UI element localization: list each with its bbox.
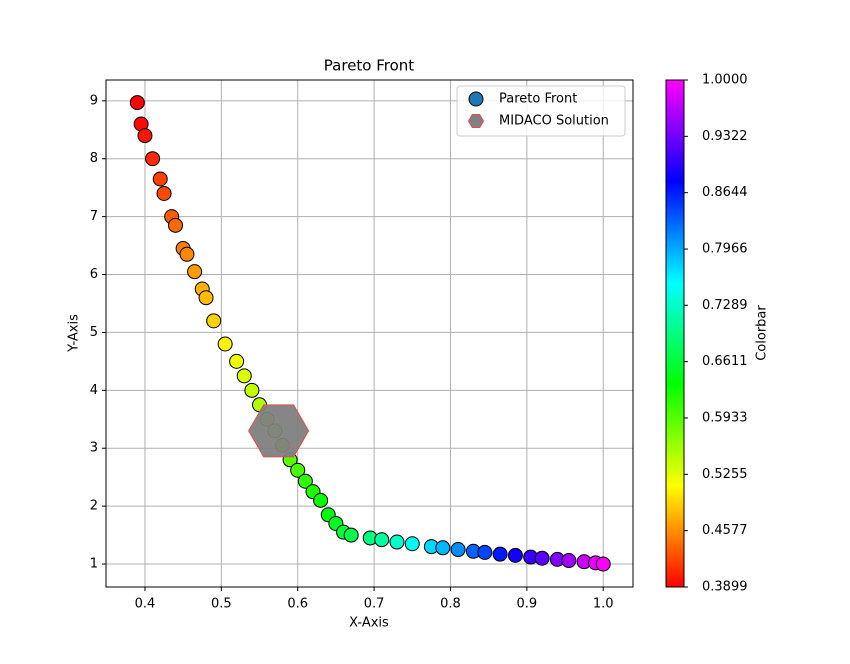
legend-marker [467, 114, 485, 128]
pareto-point [152, 171, 168, 187]
colorbar-tick-label: 0.8644 [702, 185, 748, 200]
y-tick-label: 7 [90, 209, 98, 224]
colorbar-tick-label: 0.3899 [702, 580, 748, 595]
y-axis-label: Y-Axis [67, 314, 82, 353]
plot-frame [105, 79, 634, 588]
pareto-point [492, 546, 508, 562]
legend-label: MIDACO Solution [499, 114, 609, 129]
x-tick-label: 0.8 [440, 597, 461, 612]
pareto-point [156, 185, 172, 201]
colorbar [665, 79, 685, 588]
y-tick-label: 8 [90, 151, 98, 166]
y-tick-label: 1 [90, 557, 98, 572]
x-axis-label: X-Axis [349, 616, 389, 631]
x-tick-label: 0.4 [135, 597, 156, 612]
y-tick-label: 9 [90, 93, 98, 108]
y-tick-label: 4 [90, 383, 98, 398]
pareto-point [206, 313, 222, 329]
pareto-point [229, 353, 245, 369]
colorbar-tick-label: 0.5933 [702, 410, 748, 425]
pareto-point [168, 217, 184, 233]
x-tick-label: 0.6 [287, 597, 308, 612]
legend-marker [468, 91, 484, 107]
pareto-point [435, 540, 451, 556]
y-tick-label: 6 [90, 267, 98, 282]
pareto-point [297, 473, 313, 489]
colorbar-tick-label: 0.4577 [702, 523, 748, 538]
chart-title: Pareto Front [324, 57, 415, 75]
y-tick-label: 2 [90, 499, 98, 514]
pareto-point [145, 151, 161, 167]
colorbar-tick-label: 0.7289 [702, 298, 748, 313]
midaco-solution [248, 404, 310, 458]
pareto-point [187, 264, 203, 280]
colorbar-tick-label: 0.5255 [702, 467, 748, 482]
x-tick-label: 0.9 [516, 597, 537, 612]
pareto-point [477, 544, 493, 560]
pareto-point [374, 532, 390, 548]
colorbar-label: Colorbar [755, 305, 770, 361]
pareto-point [389, 534, 405, 550]
pareto-point [198, 290, 214, 306]
colorbar-tick-label: 0.6611 [702, 354, 748, 369]
pareto-point [450, 542, 466, 558]
colorbar-tick-label: 1.0000 [702, 73, 748, 88]
x-tick-label: 0.5 [211, 597, 232, 612]
pareto-point [343, 527, 359, 543]
pareto-point [404, 536, 420, 552]
pareto-point [313, 492, 329, 508]
pareto-point [595, 556, 611, 572]
pareto-point [244, 382, 260, 398]
legend-label: Pareto Front [499, 92, 577, 107]
colorbar-tick-label: 0.7966 [702, 242, 748, 257]
pareto-point [137, 128, 153, 144]
pareto-point [561, 553, 577, 569]
y-tick-label: 3 [90, 441, 98, 456]
pareto-point [129, 95, 145, 111]
legend-box [456, 85, 626, 137]
pareto-point [507, 547, 523, 563]
pareto-point [236, 368, 252, 384]
x-tick-label: 0.7 [364, 597, 385, 612]
y-tick-label: 5 [90, 325, 98, 340]
pareto-point [217, 336, 233, 352]
x-tick-label: 1.0 [593, 597, 614, 612]
colorbar-tick-label: 0.9322 [702, 129, 748, 144]
pareto-point [179, 246, 195, 262]
pareto-point [290, 462, 306, 478]
pareto-point [534, 550, 550, 566]
